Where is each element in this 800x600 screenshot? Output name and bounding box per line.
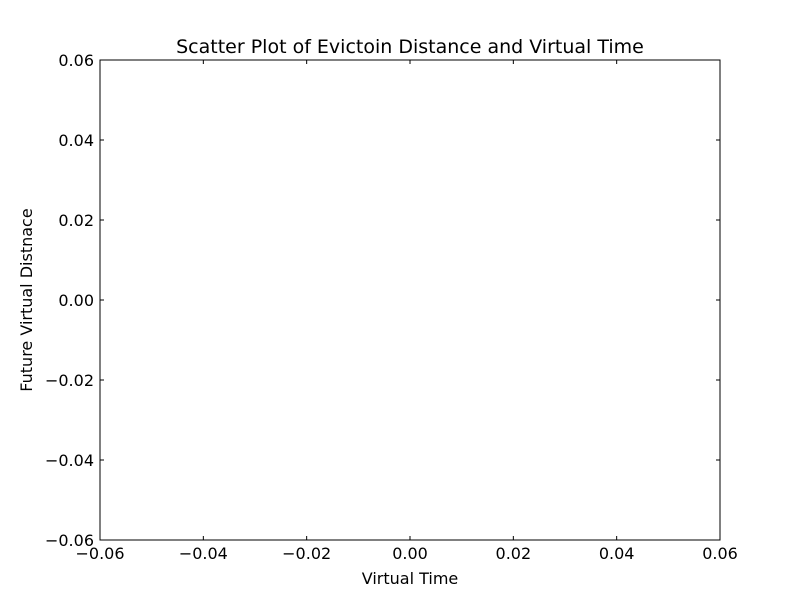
x-tick-label: 0.02 [496,544,532,563]
tick-labels-layer: −0.06 −0.04 −0.02 0.00 0.02 0.04 0.06 −0.06 −0.0… [45,51,738,563]
y-tick-label: −0.06 [45,531,94,550]
y-tick-label: 0.06 [58,51,94,70]
y-axis-label: Future Virtual Distnace [17,208,36,391]
chart-title: Scatter Plot of Evictoin Distance and Vi… [176,36,644,58]
plot-area-frame [99,59,721,541]
x-tick-label: 0.06 [702,544,738,563]
y-tick-label: 0.02 [58,211,94,230]
x-tick-label: −0.06 [75,544,124,563]
x-axis-label: Virtual Time [362,569,459,588]
x-tick-label: 0.00 [392,544,428,563]
x-tick-label: −0.02 [282,544,331,563]
y-tick-label: −0.04 [45,451,94,470]
y-tick-label: −0.02 [45,371,94,390]
x-tick-label: 0.04 [599,544,635,563]
y-tick-label: 0.00 [58,291,94,310]
y-tick-label: 0.04 [58,131,94,150]
ticks-layer [99,59,721,541]
x-tick-label: −0.04 [179,544,228,563]
